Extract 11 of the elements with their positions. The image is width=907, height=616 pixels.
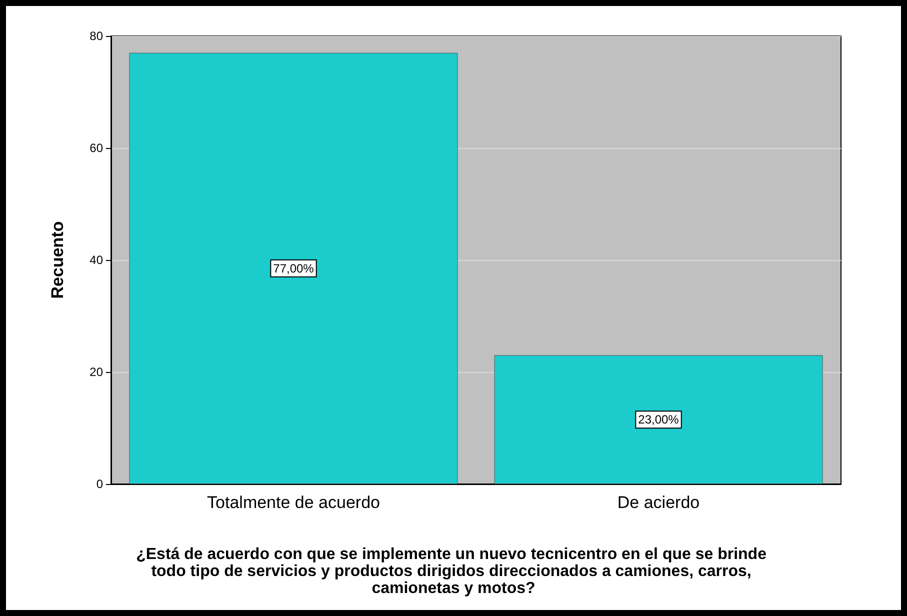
- data-label: 23,00%: [638, 412, 680, 427]
- y-tick-label: 40: [90, 253, 104, 267]
- y-tick-label: 20: [90, 365, 104, 379]
- y-tick-label: 0: [96, 477, 104, 491]
- y-axis-title: Recuento: [48, 221, 67, 299]
- y-tick-label: 80: [90, 29, 104, 43]
- y-tick-label: 60: [90, 141, 104, 155]
- x-tick-label: De acierdo: [617, 493, 700, 512]
- x-axis-title: ¿Está de acuerdo con que se implemente un nuevo tecnicentro en el que se brinde todo tipo de servicios y productos dirigidos direccionados a camiones, carros, camionetas y motos?: [136, 546, 771, 597]
- x-tick-label: Totalmente de acuerdo: [207, 493, 380, 512]
- data-label: 77,00%: [273, 261, 314, 276]
